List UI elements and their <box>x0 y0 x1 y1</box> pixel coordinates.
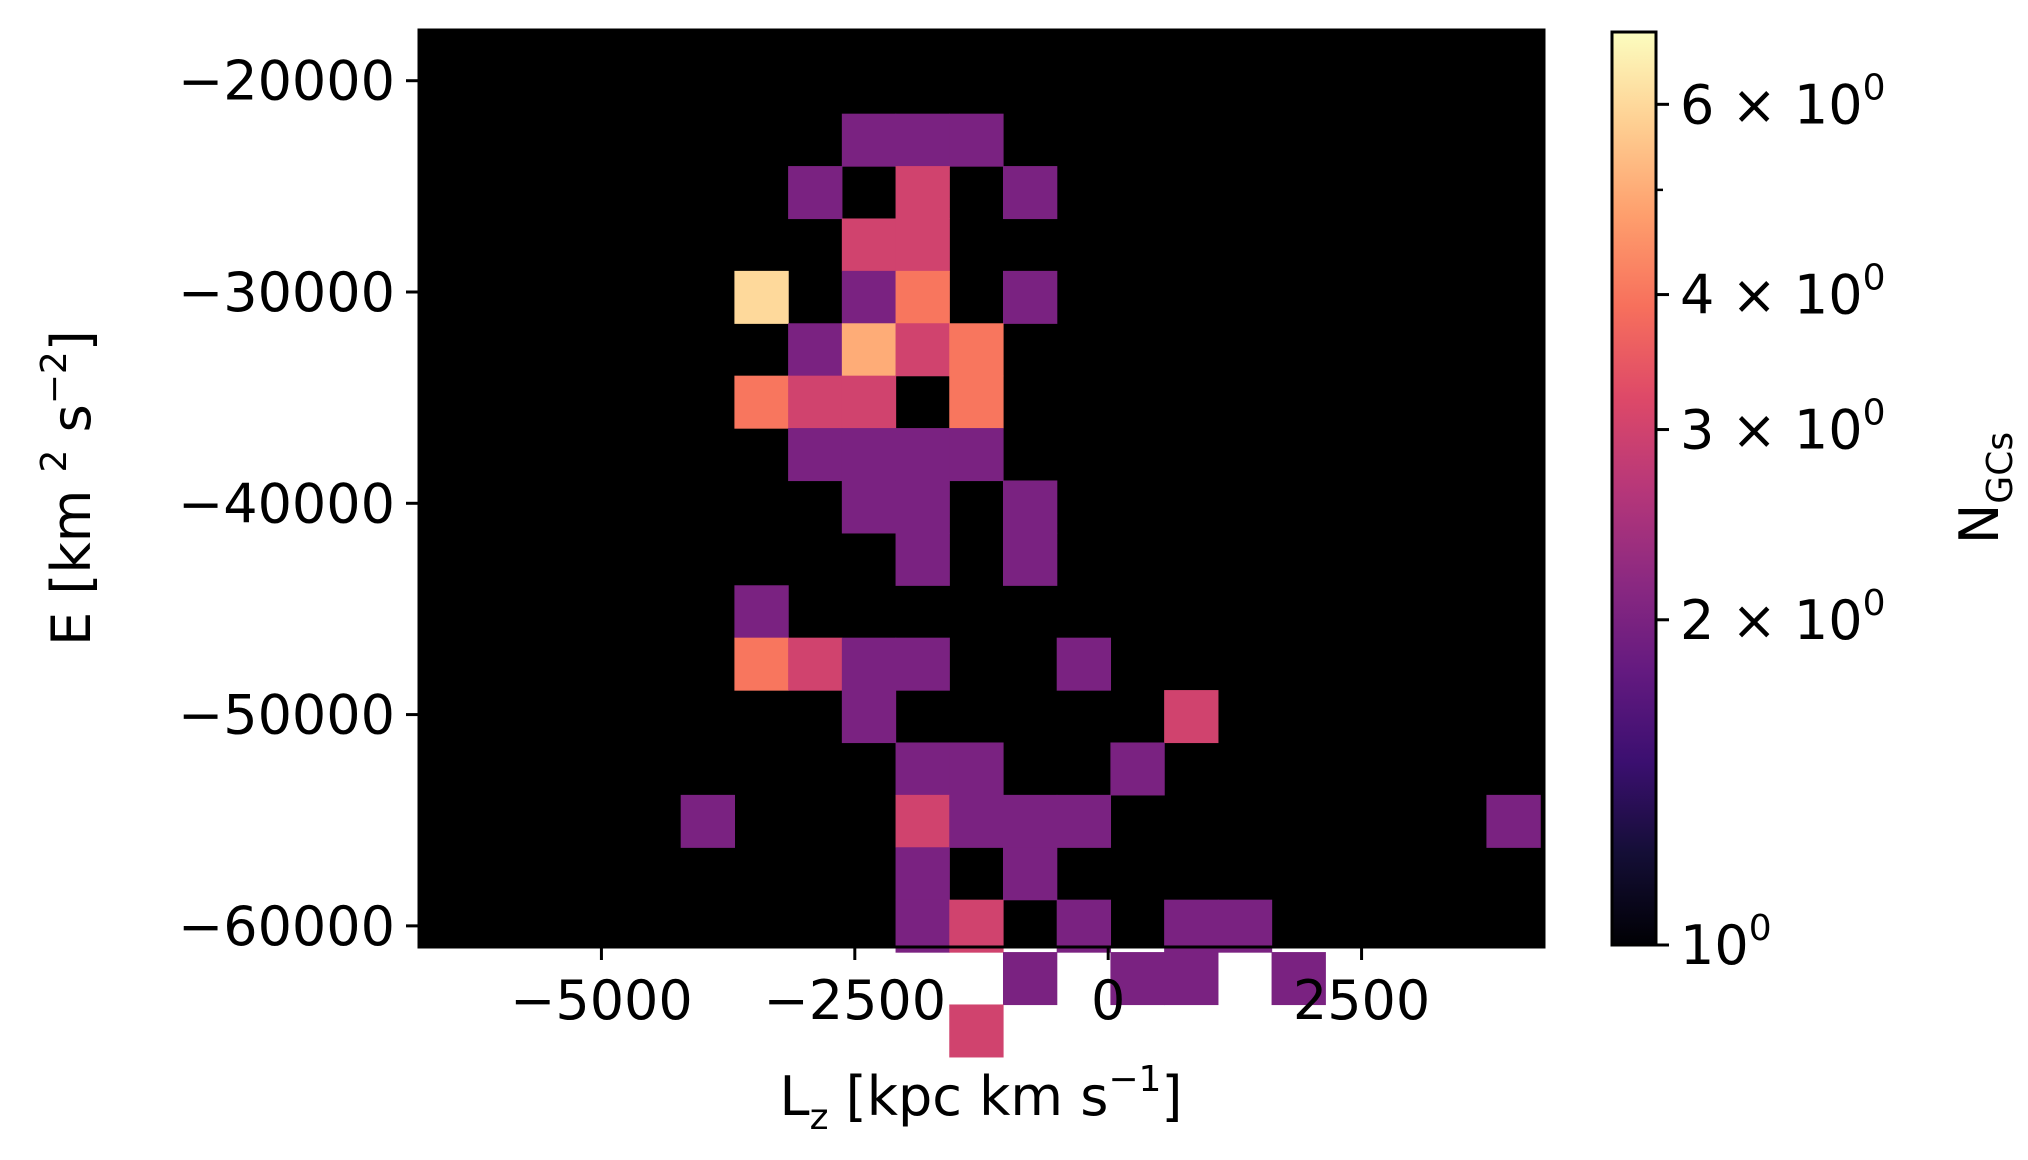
colorbar-tick-label: 2 × 100 <box>1680 583 1886 652</box>
heatmap-cell <box>895 218 950 272</box>
heatmap-cell <box>788 166 843 220</box>
x-axis: −5000 −2500 0 2500 <box>510 947 1430 1032</box>
heatmap-cell <box>1056 899 1112 953</box>
y-axis: −20000 −30000 −40000 −50000 −60000 <box>178 50 419 958</box>
heatmap-cell <box>734 270 789 324</box>
heatmap-cell <box>680 794 736 848</box>
heatmap-cell <box>1110 952 1165 1006</box>
y-tick-label: −20000 <box>178 50 395 113</box>
heatmap-cell <box>1164 952 1219 1006</box>
heatmap-cell <box>949 375 1004 429</box>
heatmap-cell <box>1002 794 1058 848</box>
heatmap-cell <box>949 1004 1004 1058</box>
heatmap-cell <box>895 899 950 953</box>
x-tick-label: 0 <box>1091 969 1125 1032</box>
y-tick-label: −40000 <box>178 472 395 535</box>
heatmap-cell <box>1164 690 1219 744</box>
heatmap-cell <box>841 480 897 534</box>
colorbar-ticks: 100 2 × 100 3 × 100 4 × 100 6 × 100 <box>1656 67 1886 977</box>
y-tick-label: −30000 <box>178 261 395 324</box>
y-tick-label: −60000 <box>178 895 395 958</box>
heatmap-cell <box>841 218 897 272</box>
heatmap-cell <box>1164 899 1219 953</box>
heatmap-cell <box>1002 270 1058 324</box>
y-axis-label: E [km 2 s−2] <box>34 330 103 646</box>
heatmap-cell <box>788 637 843 691</box>
heatmap-cell <box>1110 742 1165 796</box>
colorbar-tick-label: 100 <box>1680 908 1772 977</box>
heatmap-cell <box>841 428 897 482</box>
heatmap-cell <box>895 637 950 691</box>
heatmap-cell <box>1002 166 1058 220</box>
heatmap-cell <box>1002 952 1058 1006</box>
heatmap-cell <box>841 375 897 429</box>
y-tick-label: −50000 <box>178 684 395 747</box>
heatmap-cell <box>895 270 950 324</box>
heatmap-cell <box>895 428 950 482</box>
x-axis-label: Lz [kpc km s−1] <box>780 1059 1183 1138</box>
heatmap-cell <box>1002 480 1058 534</box>
heatmap-cell <box>1002 847 1058 901</box>
heatmap-cell <box>895 113 950 167</box>
heatmap-cell <box>734 585 789 639</box>
heatmap-cell <box>949 428 1004 482</box>
heatmap-cell <box>895 794 950 848</box>
x-tick-label: 2500 <box>1293 969 1430 1032</box>
heatmap-cell <box>788 428 843 482</box>
heatmap-cell <box>1271 952 1326 1006</box>
heatmap-cell <box>841 113 897 167</box>
heatmap-cell <box>895 166 950 220</box>
heatmap-cell <box>1056 794 1112 848</box>
colorbar <box>1610 30 1658 947</box>
colorbar-label: NGCs <box>1948 432 2021 544</box>
heatmap-cell <box>788 375 843 429</box>
plot-frame <box>417 28 1546 949</box>
heatmap-cell <box>734 637 789 691</box>
heatmap-cell <box>895 847 950 901</box>
heatmap-cell <box>895 532 950 586</box>
heatmap-cell <box>1056 637 1112 691</box>
heatmap-cell <box>788 323 843 377</box>
heatmap-cell <box>949 742 1004 796</box>
heatmap-cell <box>949 323 1004 377</box>
colorbar-tick-label: 4 × 100 <box>1680 258 1886 327</box>
x-tick-label: −5000 <box>510 969 693 1032</box>
heatmap-cell <box>895 742 950 796</box>
colorbar-tick-label: 6 × 100 <box>1680 67 1886 136</box>
heatmap-cell <box>841 690 897 744</box>
heatmap-cell <box>895 323 950 377</box>
heatmap-cell <box>1217 899 1273 953</box>
heatmap-cells <box>680 113 1541 1058</box>
x-tick-label: −2500 <box>763 969 946 1032</box>
colorbar-tick-label: 3 × 100 <box>1680 393 1886 462</box>
heatmap-cell <box>895 480 950 534</box>
heatmap-cell <box>949 899 1004 953</box>
heatmap-cell <box>949 794 1004 848</box>
heatmap-cell <box>734 375 789 429</box>
heatmap-cell <box>841 270 897 324</box>
heatmap-cell <box>1002 532 1058 586</box>
heatmap-cell <box>841 637 897 691</box>
heatmap-cell <box>841 323 897 377</box>
heatmap-cell <box>949 113 1004 167</box>
heatmap-cell <box>1486 794 1541 848</box>
